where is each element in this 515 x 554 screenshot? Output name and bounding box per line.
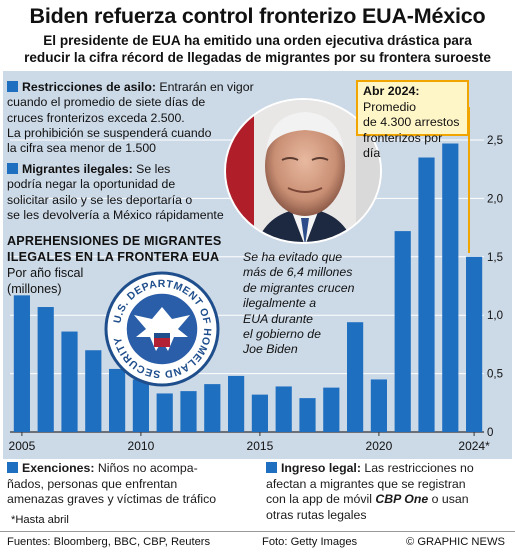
illegal-heading: Migrantes ilegales: bbox=[22, 162, 133, 176]
bar-2020 bbox=[370, 379, 387, 432]
chart-subheading-line-1: Por año fiscal bbox=[7, 266, 84, 280]
legal-line: otras rutas legales bbox=[266, 507, 367, 522]
x-tick-label: 2024* bbox=[458, 439, 490, 453]
y-tick-label: 2,5 bbox=[487, 135, 503, 147]
note-line: más de 6,4 millones bbox=[243, 265, 353, 280]
bar-2005 bbox=[13, 295, 30, 432]
note-line: el gobierno de bbox=[243, 327, 321, 342]
bar-2010 bbox=[132, 379, 149, 432]
legal-line: Las restricciones no bbox=[364, 461, 474, 475]
illegal-migrants: Migrantes ilegales: Se les podría negar … bbox=[7, 162, 352, 223]
asylum-line: la cifra sea menor de 1.500 bbox=[7, 141, 157, 156]
bullet-square-icon bbox=[266, 462, 277, 473]
brand-credit: © GRAPHIC NEWS bbox=[406, 536, 505, 548]
bar-2015 bbox=[251, 394, 268, 432]
bar-2023 bbox=[442, 143, 459, 432]
bar-2018 bbox=[323, 387, 340, 432]
asylum-line: cuando el promedio de siete días de bbox=[7, 95, 206, 110]
callout-date: Abr 2024: bbox=[363, 84, 420, 98]
bar-2009 bbox=[109, 368, 126, 432]
exemptions-line: amenazas graves y víctimas de tráfico bbox=[7, 492, 217, 507]
y-tick-label: 1,5 bbox=[487, 252, 503, 264]
legal-line: afectan a migrantes que se registran bbox=[266, 476, 466, 491]
illegal-line: se les devolvería a México rápidamente bbox=[7, 207, 224, 222]
x-axis-ticks: 2005 2010 2015 2020 2024* bbox=[9, 432, 490, 453]
bullet-square-icon bbox=[7, 81, 18, 92]
asylum-restrictions: Restricciones de asilo: Entrarán en vigo… bbox=[7, 80, 352, 156]
y-axis-ticks: 0 0,5 1,0 1,5 2,0 2,5 bbox=[487, 135, 503, 439]
bar-2022 bbox=[418, 157, 435, 432]
bar-2024 bbox=[466, 256, 483, 432]
x-tick-label: 2015 bbox=[247, 439, 274, 453]
chart-heading-line-1: APREHENSIONES DE MIGRANTES bbox=[7, 234, 222, 248]
dhs-seal-icon: U.S. DEPARTMENT OF HOMELAND SECURITY bbox=[104, 271, 220, 387]
bar-2021 bbox=[394, 231, 411, 432]
bar-2012 bbox=[180, 391, 197, 432]
y-tick-label: 1,0 bbox=[487, 310, 503, 322]
y-tick-label: 0,5 bbox=[487, 369, 503, 381]
asylum-heading: Restricciones de asilo: bbox=[22, 80, 156, 94]
legal-entry-block: Ingreso legal: Las restricciones no afec… bbox=[266, 461, 511, 523]
callout-line-2: de 4.300 arrestos bbox=[363, 115, 460, 129]
asylum-line: Entrarán en vigor bbox=[159, 80, 254, 94]
bar-2016 bbox=[275, 386, 292, 432]
exemptions-line: ñados, personas que enfrentan bbox=[7, 476, 178, 491]
bar-2008 bbox=[85, 350, 102, 432]
asylum-line: La prohibición se suspenderá cuando bbox=[7, 125, 212, 140]
chart-heading: APREHENSIONES DE MIGRANTES ILEGALES EN L… bbox=[7, 233, 221, 265]
note-line: EUA durante bbox=[243, 311, 313, 326]
bar-2011 bbox=[156, 393, 173, 432]
callout-box: Abr 2024: Promedio de 4.300 arrestos fro… bbox=[356, 80, 469, 160]
legal-heading: Ingreso legal: bbox=[281, 461, 361, 475]
legal-line: con la app de móvil bbox=[266, 492, 372, 507]
y-tick-label: 2,0 bbox=[487, 193, 503, 205]
note-line: Se ha evitado que bbox=[243, 250, 343, 264]
note-line: ilegalmente a bbox=[243, 296, 317, 311]
bar-2006 bbox=[37, 307, 54, 432]
note-line: de migrantes crucen bbox=[243, 280, 355, 295]
illegal-line: podría negar la oportunidad de bbox=[7, 177, 176, 192]
footnote: *Hasta abril bbox=[11, 514, 69, 526]
exemptions-block: Exenciones: Niños no acompa- ñados, pers… bbox=[7, 461, 257, 508]
bar-2019 bbox=[347, 322, 364, 432]
x-tick-label: 2020 bbox=[366, 439, 393, 453]
chart-subheading-line-2: (millones) bbox=[7, 282, 62, 296]
cbp-one-app: CBP One bbox=[375, 492, 429, 507]
asylum-line: cruces fronterizos exceda 2.500. bbox=[7, 110, 185, 125]
bars bbox=[13, 143, 483, 432]
chart-subheading: Por año fiscal (millones) bbox=[7, 265, 83, 297]
callout-connector bbox=[468, 107, 470, 253]
subtitle-line-1: El presidente de EUA ha emitido una orde… bbox=[43, 33, 472, 48]
illegal-line: solicitar asilo y se les deportaría o bbox=[7, 192, 193, 207]
callout-line-3: fronterizos por día bbox=[363, 130, 443, 161]
footer: Fuentes: Bloomberg, BBC, CBP, Reuters Fo… bbox=[0, 531, 515, 554]
bullet-square-icon bbox=[7, 462, 18, 473]
callout-line-1: Promedio bbox=[363, 99, 417, 114]
exemptions-heading: Exenciones: bbox=[22, 461, 95, 475]
y-tick-label: 0 bbox=[487, 427, 493, 439]
bar-2007 bbox=[61, 331, 78, 432]
bar-2017 bbox=[299, 398, 316, 432]
photo-credit: Foto: Getty Images bbox=[262, 536, 358, 548]
bar-2014 bbox=[228, 375, 245, 432]
x-tick-label: 2010 bbox=[128, 439, 155, 453]
sources-credit: Fuentes: Bloomberg, BBC, CBP, Reuters bbox=[7, 536, 211, 548]
subtitle-line-2: reducir la cifra récord de llegadas de m… bbox=[24, 50, 491, 65]
exemptions-line: Niños no acompa- bbox=[97, 461, 198, 475]
biden-note: Se ha evitado que más de 6,4 millones de… bbox=[243, 250, 354, 358]
chart-heading-line-2: ILEGALES EN LA FRONTERA EUA bbox=[7, 250, 220, 264]
page-subtitle: El presidente de EUA ha emitido una orde… bbox=[0, 32, 515, 66]
bar-2013 bbox=[204, 384, 221, 432]
legal-line: o usan bbox=[431, 492, 469, 507]
page-title: Biden refuerza control fronterizo EUA-Mé… bbox=[29, 4, 486, 28]
x-tick-label: 2005 bbox=[9, 439, 36, 453]
illegal-line: Se les bbox=[136, 162, 171, 176]
note-line: Joe Biden bbox=[243, 342, 298, 357]
bullet-square-icon bbox=[7, 163, 18, 174]
